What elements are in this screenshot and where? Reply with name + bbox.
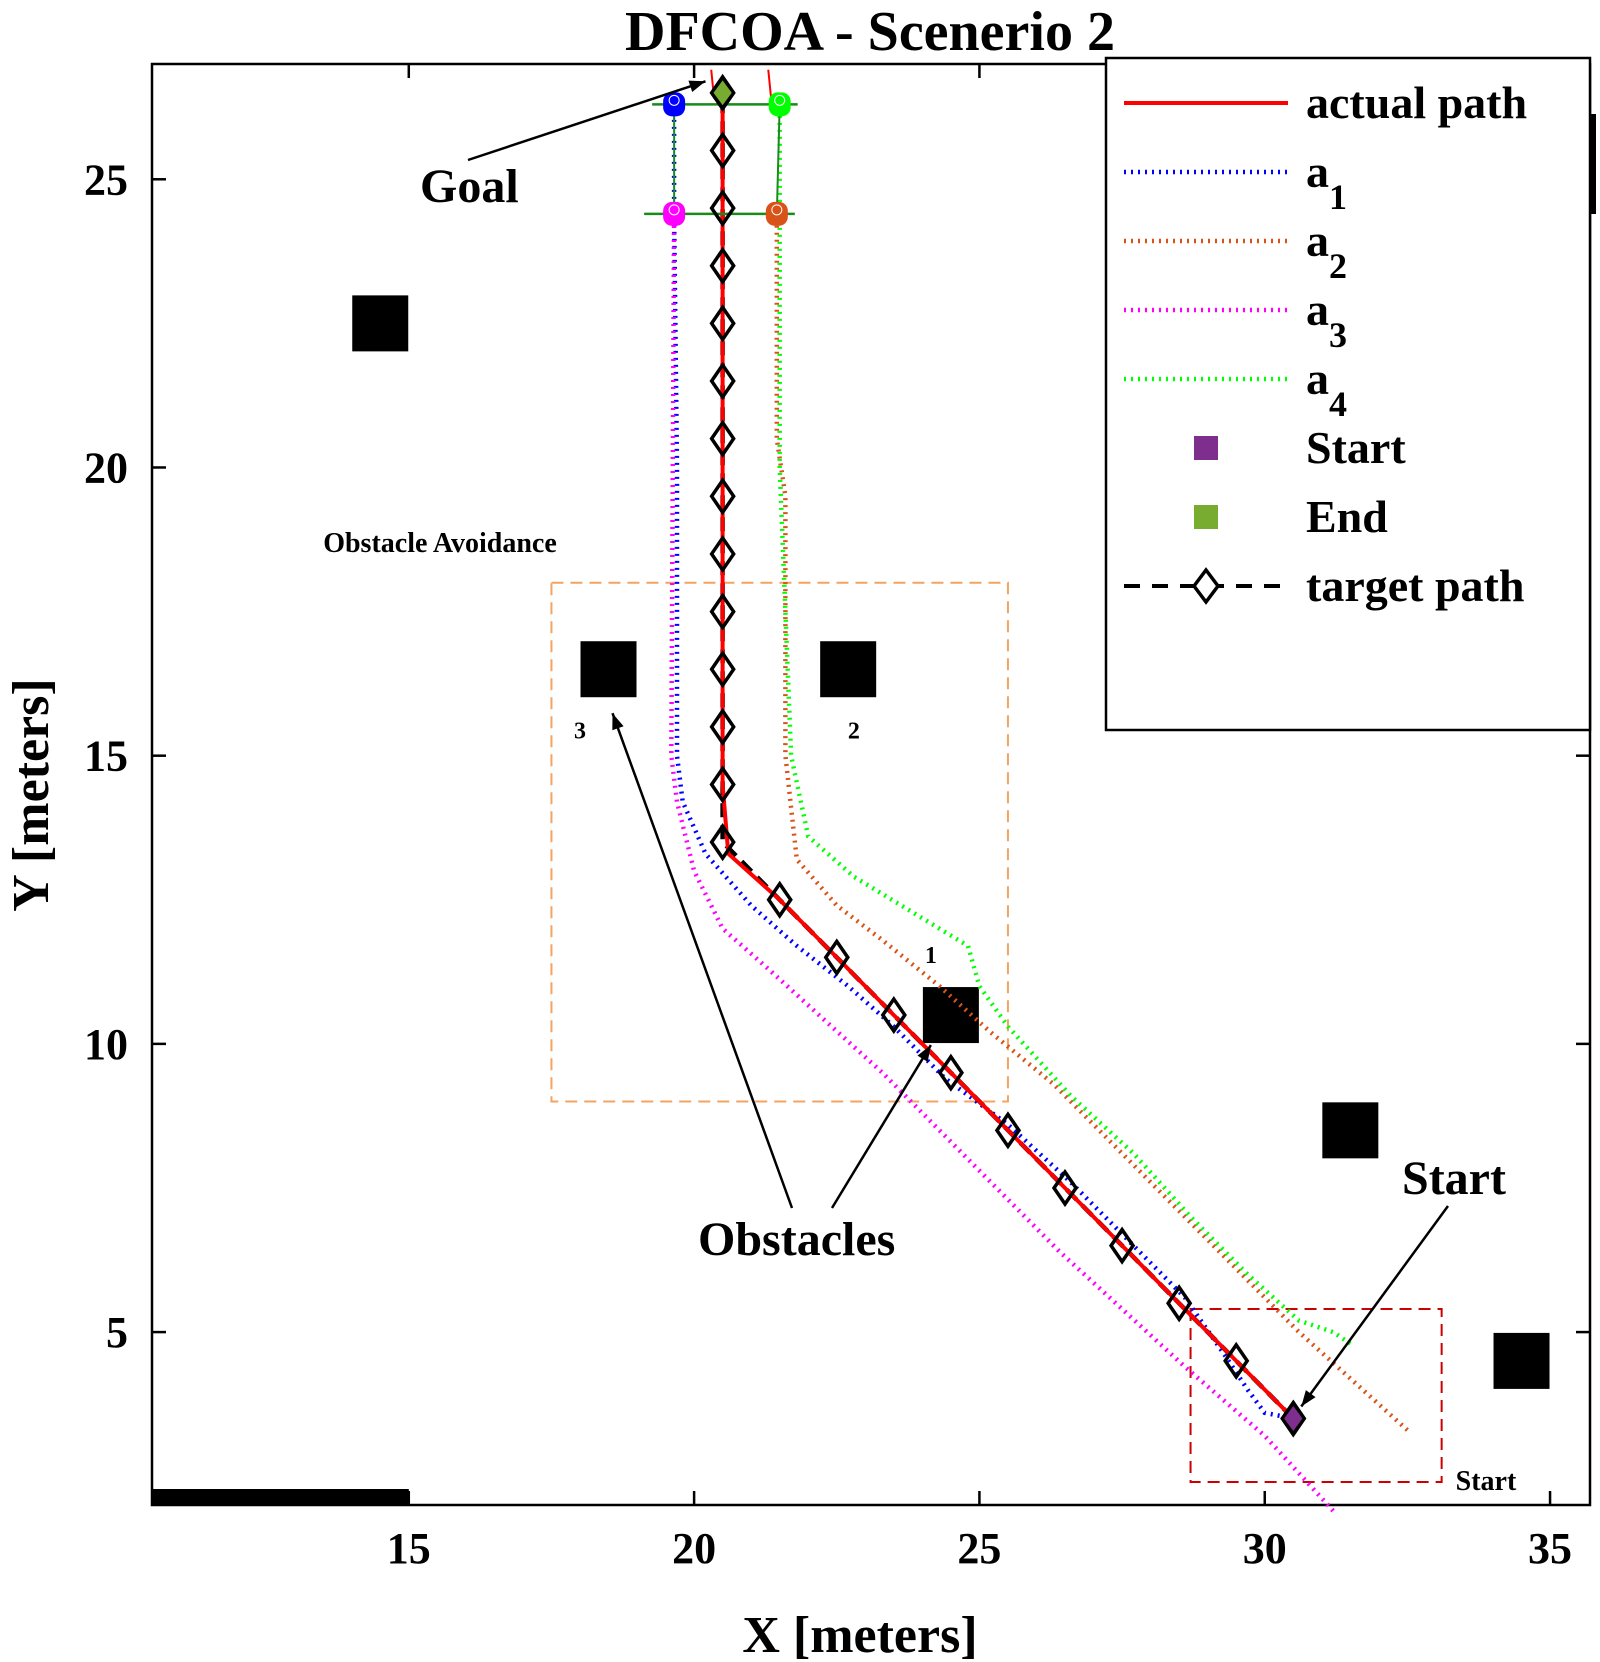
target-path-diamond xyxy=(709,765,736,804)
legend-label-subscript: 2 xyxy=(1329,246,1347,286)
obstacle-arrow-3-head xyxy=(612,713,624,731)
obstacle xyxy=(1493,1332,1550,1389)
obstacle-arrow-1-line xyxy=(830,1044,932,1209)
target-path-diamond xyxy=(709,189,736,228)
start-arrow-head xyxy=(1301,1390,1316,1407)
obstacle-avoidance-label: Obstacle Avoidance xyxy=(323,528,557,559)
obstacle xyxy=(352,295,409,352)
x-tick-label: 35 xyxy=(1528,1524,1572,1573)
legend-marker-target-diamond xyxy=(1191,567,1221,605)
target-path-diamond xyxy=(709,361,736,401)
obstacle xyxy=(1322,1102,1379,1159)
x-tick-label: 25 xyxy=(957,1524,1001,1573)
x-tick-label: 15 xyxy=(387,1524,431,1573)
goal-arrow-head xyxy=(688,80,706,93)
obstacle xyxy=(820,641,877,698)
x-tick-label: 20 xyxy=(672,1524,716,1573)
end-marker xyxy=(709,75,736,111)
robot-a4-head xyxy=(774,94,786,106)
x-tick-label: 30 xyxy=(1243,1524,1287,1573)
goal-arrow-line xyxy=(467,80,706,162)
legend-label-subscript: 4 xyxy=(1329,384,1347,424)
target-path-diamond xyxy=(937,1053,965,1092)
plot-area: 15 20 25 30 35 5 10 15 20 25 Goal Start Obstacles Obs… xyxy=(84,56,1596,1573)
target-path-diamond xyxy=(1108,1226,1136,1265)
target-path-diamond xyxy=(1166,1284,1193,1323)
target-path-diamond xyxy=(1223,1341,1250,1380)
edge-mark xyxy=(1588,114,1596,214)
target-path-diamond xyxy=(709,592,736,631)
y-tick-label: 15 xyxy=(84,732,128,781)
obstacle xyxy=(580,641,637,698)
target-path-diamond xyxy=(1051,1168,1079,1208)
target-path-diamond xyxy=(823,938,850,977)
formation-line-right xyxy=(775,104,781,214)
target-path-diamond xyxy=(709,823,736,862)
wall-segment xyxy=(152,1489,409,1505)
y-tick-label: 5 xyxy=(106,1308,128,1357)
legend-box xyxy=(1104,56,1592,732)
target-path-diamond xyxy=(709,650,736,689)
target-path-diamond xyxy=(709,304,736,343)
y-tick-label: 10 xyxy=(84,1020,128,1069)
goal-annotation: Goal xyxy=(420,160,519,213)
obstacle-arrow-3-line xyxy=(611,712,794,1209)
obstacle-number-1: 1 xyxy=(925,943,937,969)
legend-label: End xyxy=(1306,491,1388,542)
robot-a1-head xyxy=(668,94,680,106)
series-a2-line xyxy=(774,213,1409,1432)
series-actual-line xyxy=(720,92,1295,1420)
legend-label: target path xyxy=(1306,560,1524,611)
target-path-diamond xyxy=(766,880,793,919)
start-region-box xyxy=(1189,1308,1443,1483)
start-marker xyxy=(1280,1401,1307,1437)
target-path-diamond xyxy=(709,477,736,516)
legend-marker-end xyxy=(1194,505,1218,529)
target-path-diamond xyxy=(880,995,907,1035)
start-arrow-line xyxy=(1300,1205,1450,1408)
legend-label-subscript: 3 xyxy=(1329,315,1347,355)
target-path-diamond xyxy=(709,534,736,574)
x-axis-label: X [meters] xyxy=(742,1607,977,1662)
robot-a3-head xyxy=(668,204,680,216)
y-tick-label: 20 xyxy=(84,443,128,492)
robot-a2-head xyxy=(771,204,783,216)
y-axis-label: Y [meters] xyxy=(3,678,60,911)
chart-title: DFCOA - Scenerio 2 xyxy=(625,1,1115,63)
series-a1-line xyxy=(671,104,1294,1421)
start-annotation: Start xyxy=(1402,1152,1506,1205)
obstacles-annotation: Obstacles xyxy=(698,1213,895,1266)
series-a4-line xyxy=(777,104,1352,1346)
legend-label: Start xyxy=(1306,422,1406,473)
y-tick-label: 25 xyxy=(84,155,128,204)
obstacle-number-2: 2 xyxy=(848,718,860,744)
obstacle-number-3: 3 xyxy=(574,718,586,744)
target-path-diamond xyxy=(994,1111,1022,1150)
goal-tick-right xyxy=(767,69,773,99)
legend-label: actual path xyxy=(1306,77,1527,128)
target-path-diamond xyxy=(709,246,736,285)
obstacle-arrow-1-head xyxy=(917,1045,931,1062)
start-box-label: Start xyxy=(1456,1466,1517,1497)
target-path-diamond xyxy=(709,707,736,746)
legend-marker-start xyxy=(1194,436,1218,460)
target-path-diamond xyxy=(709,419,736,458)
target-path-diamond xyxy=(709,131,736,170)
legend-label-subscript: 1 xyxy=(1329,177,1347,217)
obstacle-avoidance-box xyxy=(550,581,1009,1103)
